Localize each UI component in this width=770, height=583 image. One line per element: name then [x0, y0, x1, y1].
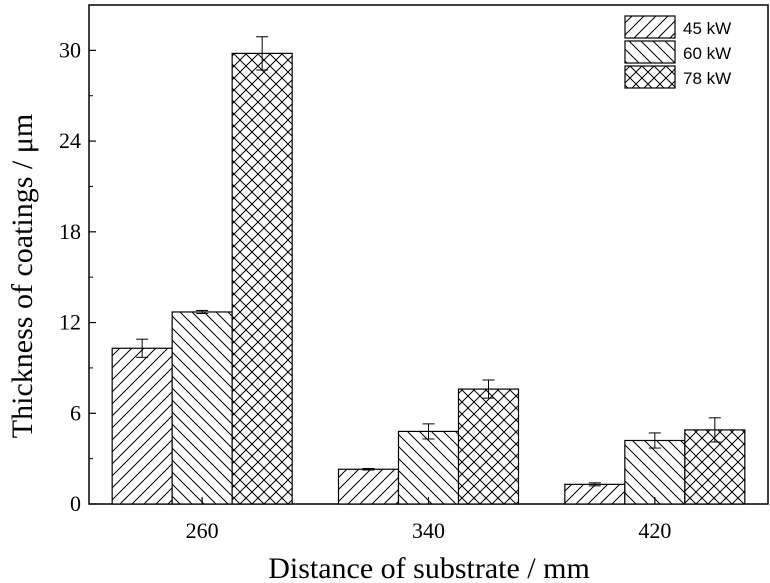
bar: [171, 311, 233, 505]
legend-label: 78 kW: [683, 69, 731, 88]
y-tick-label: 0: [70, 491, 81, 516]
plot-area: 0 6 12 18 24 30 260 340 420: [59, 4, 769, 543]
x-tick-label: 260: [186, 518, 219, 543]
bar: [564, 483, 626, 505]
x-tick-label: 340: [412, 518, 445, 543]
bar: [624, 439, 686, 505]
y-axis-title: Thickness of coatings / μm: [6, 114, 39, 438]
bar: [457, 388, 520, 505]
x-tick-label: 420: [638, 518, 671, 543]
bar: [231, 52, 293, 505]
x-axis-title: Distance of substrate / mm: [268, 552, 590, 583]
legend-swatch: [624, 15, 676, 39]
y-tick-label: 6: [70, 400, 81, 425]
legend-swatch: [624, 40, 676, 64]
y-tick-label: 12: [59, 310, 81, 335]
legend-swatch: [624, 65, 676, 89]
legend-label: 60 kW: [683, 44, 731, 63]
legend-label: 45 kW: [683, 19, 731, 38]
bar: [397, 430, 460, 505]
y-tick-label: 30: [59, 37, 81, 62]
bar: [337, 468, 400, 505]
y-tick-label: 24: [59, 128, 81, 153]
legend: 45 kW 60 kW 78 kW: [624, 15, 731, 89]
bar: [111, 347, 173, 505]
y-tick-label: 18: [59, 219, 81, 244]
